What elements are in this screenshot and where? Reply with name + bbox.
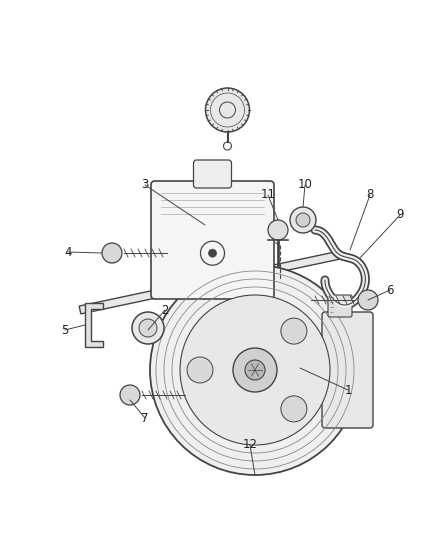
Circle shape (132, 312, 164, 344)
Text: 4: 4 (64, 246, 72, 259)
Text: 1: 1 (344, 384, 352, 397)
Circle shape (296, 213, 310, 227)
Circle shape (205, 88, 250, 132)
Text: 8: 8 (366, 189, 374, 201)
FancyBboxPatch shape (322, 312, 373, 428)
Text: 10: 10 (297, 179, 312, 191)
Text: 7: 7 (141, 411, 149, 424)
Text: 2: 2 (161, 303, 169, 317)
FancyBboxPatch shape (194, 160, 232, 188)
Circle shape (120, 385, 140, 405)
Polygon shape (79, 251, 341, 314)
Circle shape (233, 348, 277, 392)
Text: 6: 6 (386, 284, 394, 296)
Text: 11: 11 (261, 189, 276, 201)
Circle shape (290, 207, 316, 233)
FancyBboxPatch shape (151, 181, 274, 299)
Circle shape (358, 290, 378, 310)
Circle shape (180, 295, 330, 445)
Circle shape (281, 318, 307, 344)
Polygon shape (85, 303, 103, 347)
Circle shape (187, 357, 213, 383)
FancyBboxPatch shape (328, 295, 352, 317)
Text: 3: 3 (141, 179, 148, 191)
Circle shape (208, 249, 216, 257)
Text: 12: 12 (243, 439, 258, 451)
Circle shape (281, 396, 307, 422)
Circle shape (139, 319, 157, 337)
Circle shape (102, 243, 122, 263)
Circle shape (150, 265, 360, 475)
Text: 9: 9 (396, 208, 404, 222)
Circle shape (245, 360, 265, 380)
Circle shape (268, 220, 288, 240)
Text: 5: 5 (61, 324, 69, 336)
